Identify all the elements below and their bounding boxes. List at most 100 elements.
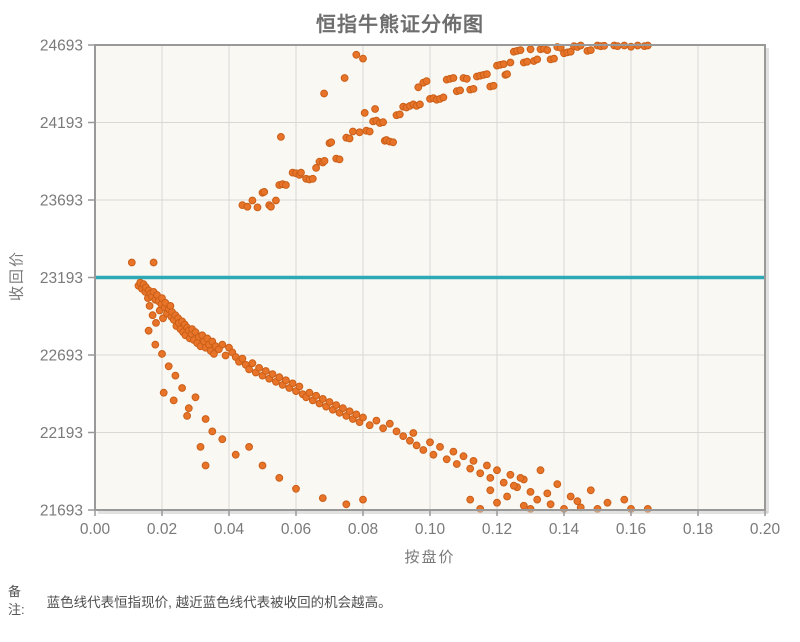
scatter-point	[466, 495, 475, 504]
tick-labels: 0.00 0.02 0.04 0.06 0.08 0.10 0.12 0.14 0.16 0.18…	[40, 38, 781, 539]
scatter-point	[152, 319, 160, 327]
scatter-point	[258, 461, 267, 470]
scatter-point	[277, 133, 285, 141]
scatter-point	[486, 486, 495, 495]
scatter-point	[127, 258, 136, 267]
scatter-point	[159, 388, 168, 397]
scatter-point	[506, 58, 515, 67]
y-axis-title: 收回价	[8, 250, 26, 302]
scatter-point	[169, 396, 178, 405]
scatter-point	[184, 404, 193, 413]
scatter-point	[566, 47, 575, 56]
scatter-point	[318, 494, 327, 503]
scatter-point	[533, 55, 542, 64]
chart-title: 恒指牛熊证分佈图	[316, 14, 484, 36]
x-tick-label: 0.16	[616, 521, 646, 538]
scatter-point	[516, 46, 525, 54]
scatter-point	[305, 388, 314, 397]
scatter-point	[295, 382, 304, 391]
scatter-point	[308, 174, 317, 183]
scatter-point	[248, 196, 257, 205]
scatter-point	[546, 500, 555, 509]
scatter-point	[345, 134, 354, 143]
scatter-point	[320, 89, 329, 98]
note-row: 备注: 蓝色线代表恒指现价, 越近蓝色线代表被收回的机会越高。	[8, 583, 788, 618]
scatter-point	[312, 391, 321, 400]
scatter-point	[613, 42, 622, 50]
x-axis-title: 按盘价	[404, 549, 456, 566]
scatter-point	[318, 395, 327, 403]
scatter-point	[183, 412, 192, 420]
scatter-point	[292, 484, 300, 493]
scatter-point	[459, 452, 468, 461]
note-label: 备注:	[8, 583, 25, 618]
scatter-point	[543, 46, 552, 54]
scatter-point	[476, 469, 485, 478]
scatter-point	[462, 74, 471, 83]
scatter-point	[149, 258, 158, 267]
scatter-point	[352, 410, 361, 419]
scatter-point	[282, 181, 290, 189]
scatter-point	[523, 57, 532, 66]
scatter-point	[414, 83, 423, 92]
scatter-point	[245, 365, 254, 374]
scatter-point	[352, 50, 361, 59]
scatter-point	[148, 311, 157, 320]
scatter-point	[489, 81, 498, 90]
scatter-point	[503, 70, 512, 78]
scatter-point	[456, 86, 465, 95]
scatter-point	[151, 340, 160, 349]
scatter-point	[483, 461, 491, 470]
x-tick-label: 0.18	[683, 521, 713, 538]
scatter-point	[371, 105, 380, 113]
series-lower-cluster-bull	[127, 258, 652, 513]
scatter-point	[439, 93, 448, 102]
scatter-point	[493, 466, 501, 475]
note-label-line1: 备	[8, 584, 22, 599]
scatter-point	[412, 441, 421, 450]
scatter-point	[260, 188, 269, 196]
y-tick-label: 22693	[40, 348, 83, 365]
scatter-point	[469, 457, 478, 465]
scatter-point	[275, 373, 284, 382]
scatter-point	[335, 155, 344, 164]
scatter-point	[145, 302, 154, 310]
y-tick-label: 24193	[40, 115, 83, 132]
scatter-point	[550, 54, 558, 63]
scatter-point	[345, 407, 354, 416]
scatter-point	[442, 455, 451, 464]
scatter-point	[486, 474, 495, 482]
scatter-point	[553, 480, 562, 489]
scatter-point	[245, 443, 254, 451]
x-tick-label: 0.14	[549, 521, 580, 538]
note-text: 蓝色线代表恒指现价, 越近蓝色线代表被收回的机会越高。	[46, 594, 392, 610]
scatter-point	[449, 447, 458, 456]
scatter-point	[449, 74, 458, 82]
scatter-point	[196, 443, 205, 451]
scatter-point	[282, 376, 290, 385]
scatter-point	[355, 128, 364, 137]
scatter-point	[325, 398, 334, 406]
scatter-point	[342, 500, 351, 509]
scatter-point	[359, 54, 367, 63]
x-tick-label: 0.00	[80, 521, 111, 538]
scatter-point	[422, 77, 431, 85]
scatter-point	[372, 416, 381, 425]
scatter-point	[536, 466, 545, 475]
scatter-point	[365, 421, 374, 430]
x-tick-label: 0.06	[281, 521, 311, 538]
y-tick-label: 22193	[40, 425, 83, 442]
scatter-point	[171, 371, 180, 380]
scatter-plot: 0.00 0.02 0.04 0.06 0.08 0.10 0.12 0.14 0.16 0.18…	[40, 38, 781, 539]
scatter-point	[332, 401, 341, 410]
scatter-point	[178, 384, 187, 392]
scatter-point	[566, 492, 575, 501]
scatter-point	[419, 446, 428, 454]
scatter-point	[238, 354, 247, 363]
scatter-point	[499, 60, 508, 68]
scatter-point	[201, 415, 210, 423]
scatter-point	[516, 474, 525, 482]
scatter-point	[392, 427, 401, 436]
scatter-point	[389, 138, 398, 147]
